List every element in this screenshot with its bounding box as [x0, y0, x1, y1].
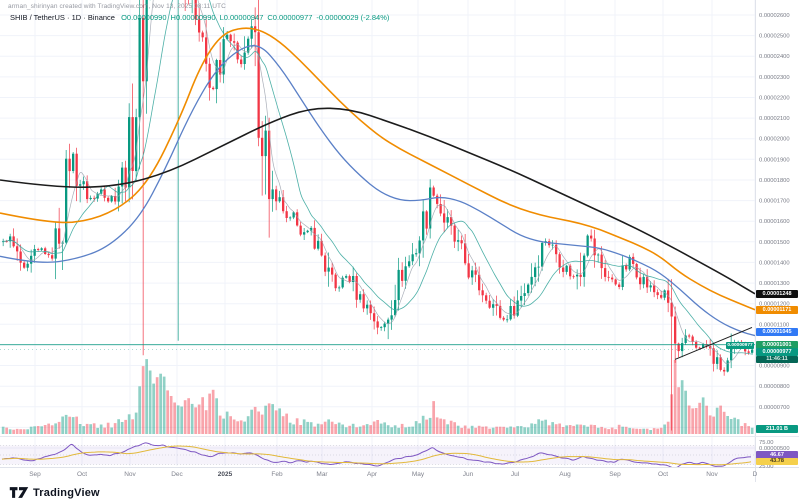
ohlc-change: -0.00000029 (-2.84%)	[316, 13, 390, 22]
time-axis-label: 2025	[217, 471, 233, 478]
time-axis-label: Dec	[171, 471, 183, 478]
svg-text:0.00001400: 0.00001400	[759, 260, 790, 266]
time-axis-label: Jul	[510, 471, 520, 478]
ohlc-values: O0.00000990 H0.00000990 L0.00000947 C0.0000…	[121, 13, 393, 22]
symbol-header: SHIB / TetherUS · 1D · Binance O0.000009…	[10, 13, 393, 22]
svg-text:0.00001100: 0.00001100	[759, 322, 789, 328]
volume-value-badge: 211.01 B	[756, 425, 798, 433]
main-pane[interactable]	[0, 0, 755, 431]
rsi-value-badge: 46.67	[756, 450, 798, 459]
symbol-title[interactable]: SHIB / TetherUS	[10, 13, 65, 22]
svg-text:0.00002300: 0.00002300	[759, 75, 790, 81]
interval-separator: ·	[66, 13, 70, 22]
volume-pane	[1, 359, 754, 434]
svg-text:0.00002000: 0.00002000	[759, 137, 790, 143]
rsi-ma-line	[1, 445, 752, 466]
svg-text:0.00001200: 0.00001200	[759, 302, 790, 308]
trendline-drawing	[674, 326, 753, 360]
grid	[0, 0, 756, 466]
svg-text:0.00000800: 0.00000800	[759, 384, 790, 390]
tradingview-logo-text: TradingView	[33, 486, 100, 499]
time-axis-label: Oct	[76, 471, 88, 478]
last-price-flag: 0.00000977	[726, 341, 754, 349]
svg-text:0.00001900: 0.00001900	[759, 157, 790, 163]
ohlc-low: L0.00000947	[219, 13, 264, 22]
exchange-label: Binance	[87, 13, 115, 22]
ohlc-high: H0.00000990	[170, 13, 216, 22]
last-price-badge: 0.00000977	[756, 347, 798, 356]
time-axis-label: Sep	[609, 471, 621, 478]
svg-text:0.00002400: 0.00002400	[759, 54, 790, 60]
svg-text:0.00002500: 0.00002500	[759, 34, 790, 40]
time-axis-label: Nov	[124, 471, 136, 478]
exchange-separator: ·	[83, 13, 86, 22]
time-axis-label: Apr	[366, 471, 378, 478]
bar-countdown-badge: 11:46:11	[756, 355, 798, 363]
rsi-ma-value-badge: 43.78	[756, 458, 798, 465]
svg-text:0.00002600: 0.00002600	[759, 13, 790, 19]
price-axis[interactable]: 0.00002600 0.00002500 0.00002400 0.00002300…	[759, 13, 790, 452]
ma200-price-badge: 0.00001248	[756, 289, 798, 298]
time-axis-label: Oct	[657, 471, 669, 478]
ohlc-open: O0.00000990	[121, 13, 167, 22]
ma50-price-badge: 0.00001045	[756, 327, 798, 336]
time-axis[interactable]: Sep Oct Nov Dec 2025 Feb Mar Apr May Jun Jul Aug Sep…	[0, 469, 799, 482]
ma100-price-badge: 0.00001171	[756, 305, 798, 314]
ohlc-close: C0.00000977	[267, 13, 313, 22]
time-axis-label: Mar	[316, 471, 328, 478]
svg-text:0.00000700: 0.00000700	[759, 405, 790, 411]
svg-text:0.00001500: 0.00001500	[759, 240, 790, 246]
time-axis-label: Aug	[559, 471, 571, 478]
pane-separator	[0, 436, 799, 437]
ma50-line	[0, 45, 755, 337]
tradingview-logo[interactable]: TradingView	[9, 485, 100, 500]
ma200-line	[0, 107, 755, 295]
time-axis-label: Jun	[462, 471, 474, 478]
svg-text:0.00001600: 0.00001600	[759, 219, 790, 225]
rsi-axis-label: 25.00	[759, 463, 774, 470]
rsi-axis-label: 75.00	[759, 440, 774, 447]
attribution-text: arman_shirinyan created with TradingView…	[8, 3, 226, 10]
ma100-line	[0, 27, 755, 311]
price-axis-border	[755, 0, 756, 482]
svg-text:0.00000500: 0.00000500	[759, 446, 790, 452]
time-axis-label: Feb	[271, 471, 283, 478]
tradingview-logo-icon	[9, 487, 29, 498]
svg-text:0.00001700: 0.00001700	[759, 199, 790, 205]
interval-label[interactable]: 1D	[71, 13, 82, 22]
svg-text:0.00001800: 0.00001800	[759, 178, 790, 184]
svg-text:0.00001300: 0.00001300	[759, 281, 790, 287]
time-axis-border	[0, 467, 799, 468]
time-axis-label: Nov	[706, 471, 718, 478]
svg-text:0.00002200: 0.00002200	[759, 96, 790, 102]
hline-price-badge: 0.00001001	[756, 340, 798, 349]
svg-text:0.00000900: 0.00000900	[759, 364, 790, 370]
svg-text:0.00002100: 0.00002100	[759, 116, 790, 122]
time-axis-label: D	[752, 471, 758, 478]
time-axis-label: May	[411, 471, 425, 478]
rsi-pane[interactable]	[0, 442, 755, 468]
time-axis-label: Sep	[29, 471, 41, 478]
